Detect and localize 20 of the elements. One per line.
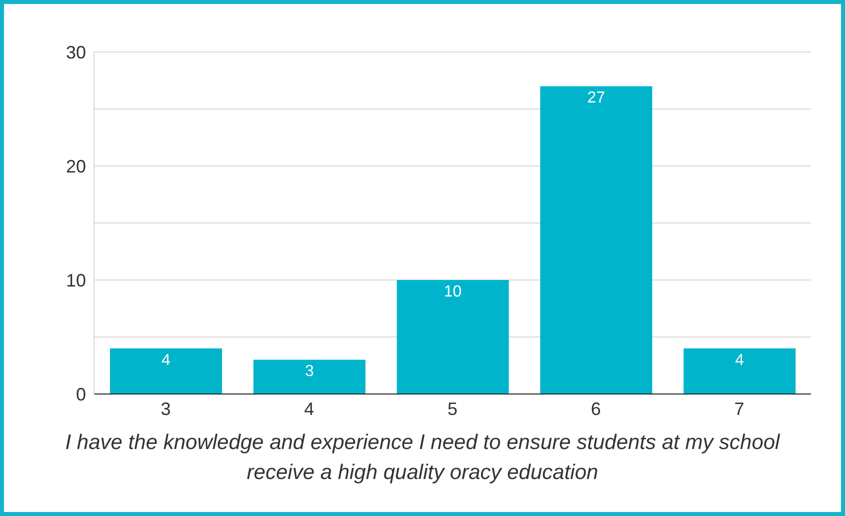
bar	[540, 86, 652, 394]
bar	[396, 280, 509, 394]
data-label: 27	[587, 90, 606, 107]
y-tick-label: 0	[76, 384, 86, 404]
data-label: 3	[304, 363, 314, 380]
data-label: 10	[444, 283, 462, 300]
x-tick-label: 7	[734, 398, 744, 419]
x-axis-title: I have the knowledge and experience I need to ensure students at my school receive a high quality oracy education	[64, 430, 781, 486]
x-tick-label: 4	[304, 398, 314, 419]
y-tick-label: 10	[66, 270, 86, 290]
bar	[684, 348, 796, 394]
x-tick-label: 5	[447, 398, 458, 419]
x-tick-label: 6	[590, 398, 601, 419]
bar	[253, 360, 366, 394]
data-label: 4	[162, 352, 171, 369]
data-label: 4	[735, 352, 744, 369]
bar	[110, 348, 222, 394]
y-tick-label: 20	[66, 156, 86, 176]
x-tick-label: 3	[160, 398, 171, 419]
y-tick-label: 30	[66, 42, 86, 62]
